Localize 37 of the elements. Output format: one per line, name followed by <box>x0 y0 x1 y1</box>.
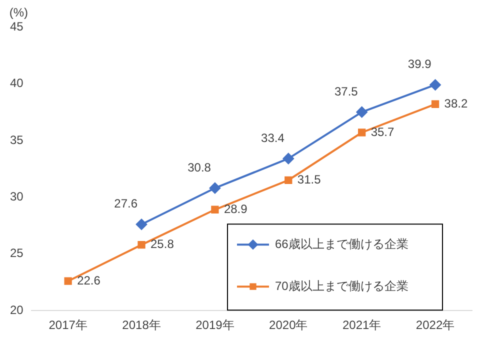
point <box>356 106 368 118</box>
y-tick-label: 35 <box>10 132 24 147</box>
y-tick-label: 45 <box>10 19 24 34</box>
data-label: 38.2 <box>444 96 468 110</box>
x-tick-label: 2019年 <box>196 318 234 332</box>
y-axis-title: (%) <box>9 5 28 20</box>
x-tick-label: 2017年 <box>48 318 88 332</box>
data-label: 25.8 <box>150 237 174 252</box>
x-tick-label: 2022年 <box>416 318 455 332</box>
data-label: 37.5 <box>334 84 358 98</box>
y-tick-label: 40 <box>10 76 24 90</box>
legend-label: 70歳以上まで働ける企業 <box>275 278 408 293</box>
y-tick-label: 20 <box>10 302 24 317</box>
data-label: 27.6 <box>114 196 138 211</box>
point <box>211 206 219 214</box>
point <box>64 277 72 285</box>
x-tick-label: 2020年 <box>269 318 308 332</box>
point <box>282 153 294 164</box>
point <box>209 182 220 194</box>
point <box>431 100 440 108</box>
legend-label: 66歳以上まで働ける企業 <box>275 236 408 251</box>
point <box>136 218 148 230</box>
y-tick-label: 30 <box>10 189 24 204</box>
data-label: 35.7 <box>370 124 395 139</box>
data-label: 30.8 <box>188 160 212 174</box>
point <box>358 128 366 136</box>
data-label: 31.5 <box>297 172 322 186</box>
y-tick-label: 25 <box>10 246 24 260</box>
x-tick-label: 2018年 <box>122 318 161 332</box>
data-label: 22.6 <box>77 273 101 288</box>
point <box>430 79 441 90</box>
point <box>284 176 292 184</box>
data-label: 33.4 <box>261 130 285 145</box>
x-tick-label: 2021年 <box>342 318 382 332</box>
data-label: 28.9 <box>224 202 248 216</box>
point <box>138 240 146 249</box>
data-label: 39.9 <box>408 57 432 72</box>
